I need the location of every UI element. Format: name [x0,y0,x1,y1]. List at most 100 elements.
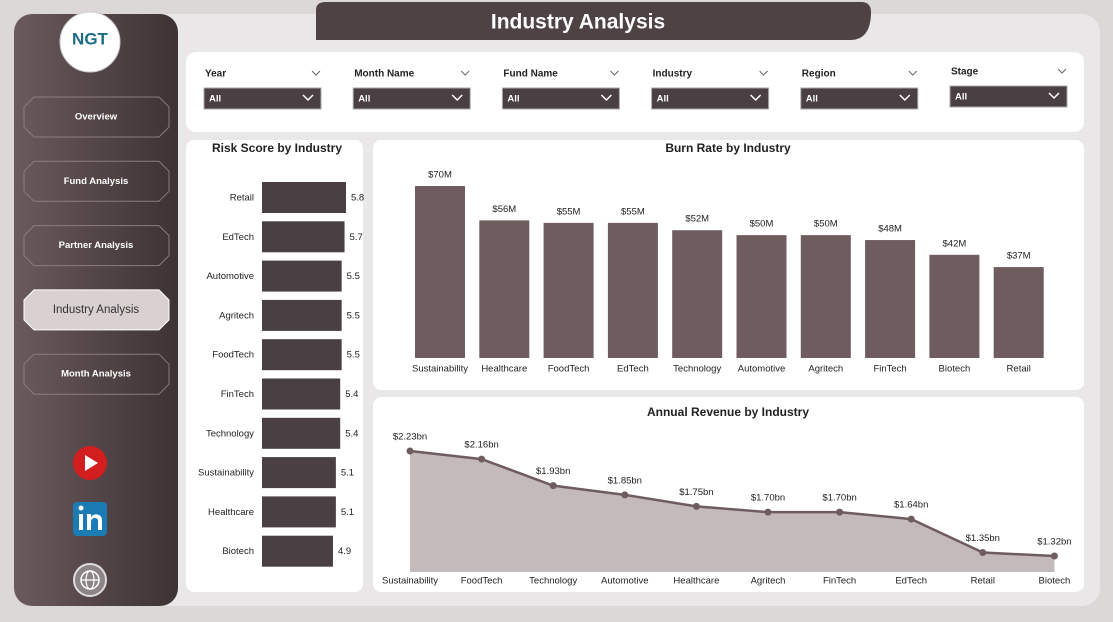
y-tick-label: Technology [206,428,254,439]
filter-value[interactable]: All [657,94,669,105]
bar [543,222,594,358]
filter-caret [1057,68,1067,74]
bar [262,339,342,371]
x-tick-label: Healthcare [481,364,527,375]
bar [262,457,336,489]
nav-button[interactable] [23,225,170,267]
filter-label: Region [802,69,836,80]
x-tick-label: Agritech [808,364,843,375]
x-tick-label: Biotech [1039,576,1071,587]
data-label: $52M [685,214,709,225]
y-tick-label: Agritech [219,310,254,321]
x-tick-label: FinTech [873,364,906,375]
x-tick-label: Healthcare [673,576,719,587]
filter-card [186,52,1084,132]
bar [262,299,342,331]
bar [993,267,1044,358]
nav-label[interactable]: Fund Analysis [64,176,129,187]
filter-value[interactable]: All [507,94,519,105]
nav-label[interactable]: Industry Analysis [53,304,140,316]
x-tick-label: FoodTech [548,364,590,375]
nav-label[interactable]: Overview [75,112,118,123]
bar [415,186,465,358]
page-title: Industry Analysis [491,11,665,34]
x-tick-label: FinTech [823,576,856,587]
nav-label[interactable]: Month Analysis [61,369,131,380]
filter-dropdown[interactable] [203,87,322,110]
filter-caret [750,94,762,102]
linkedin-glyph [78,505,84,511]
data-label: $48M [878,224,902,235]
filter-dropdown[interactable] [949,85,1068,108]
filter-caret [311,70,321,76]
nav-label[interactable]: Partner Analysis [59,240,134,251]
filter-caret [451,94,463,102]
bar [672,230,723,358]
point [1050,552,1058,560]
filter-value[interactable]: All [358,94,370,105]
linkedin-glyph [87,514,102,530]
filter-label: Fund Name [503,69,558,80]
bar [929,254,980,358]
data-label: 4.9 [338,546,351,557]
bar [607,222,658,358]
area [410,451,1055,572]
filter-dropdown[interactable] [651,87,770,110]
data-label: 5.5 [347,271,360,282]
x-tick-label: Sustainability [412,364,468,375]
filter-dropdown[interactable] [501,87,620,110]
data-label: $70M [428,170,452,181]
filter-label: Industry [653,69,693,80]
data-label: $56M [492,204,516,215]
nav-button[interactable] [23,160,170,202]
data-label: 5.1 [341,468,354,479]
data-label: $55M [621,206,645,217]
data-label: 5.4 [345,428,358,439]
data-label: $1.64bn [894,500,928,511]
data-label: $55M [557,206,581,217]
bar [262,221,345,253]
x-tick-label: Retail [971,576,995,587]
y-tick-label: Biotech [222,546,254,557]
x-tick-label: Technology [529,576,577,587]
y-tick-label: Sustainability [198,468,254,479]
bar [262,378,341,410]
filter-caret [302,94,314,102]
filter-value[interactable]: All [806,94,818,105]
filter-caret [759,70,768,76]
data-label: 5.4 [345,389,358,400]
bar [479,220,530,358]
nav-button[interactable] [23,96,170,138]
y-tick-label: Healthcare [208,507,254,518]
filter-value[interactable]: All [955,92,967,103]
data-label: 5.1 [341,507,354,518]
filter-caret [1048,92,1060,100]
data-label: $1.70bn [822,493,856,504]
data-label: $1.70bn [751,493,785,504]
point [907,515,915,523]
bar [262,182,346,213]
bar [736,235,787,358]
nav-button[interactable] [23,289,170,331]
data-label: 5.8 [351,193,364,204]
data-label: 5.5 [347,350,360,361]
x-tick-label: Biotech [939,364,971,375]
x-tick-label: EdTech [895,576,927,587]
title-banner [316,2,871,40]
nav-button[interactable] [23,353,170,395]
linkedin-glyph [79,514,83,530]
filter-value[interactable]: All [209,94,221,105]
filter-dropdown[interactable] [800,87,919,110]
bar [865,240,916,358]
data-label: $1.75bn [679,487,713,498]
filter-dropdown[interactable] [352,87,471,110]
point [979,549,987,557]
filter-label: Stage [951,67,979,78]
filter-caret [600,94,612,102]
filter-caret [899,94,911,102]
data-label: $50M [814,219,838,230]
x-tick-label: Automotive [601,576,649,587]
point [549,482,557,490]
bar [262,260,342,292]
x-tick-label: FoodTech [461,576,503,587]
